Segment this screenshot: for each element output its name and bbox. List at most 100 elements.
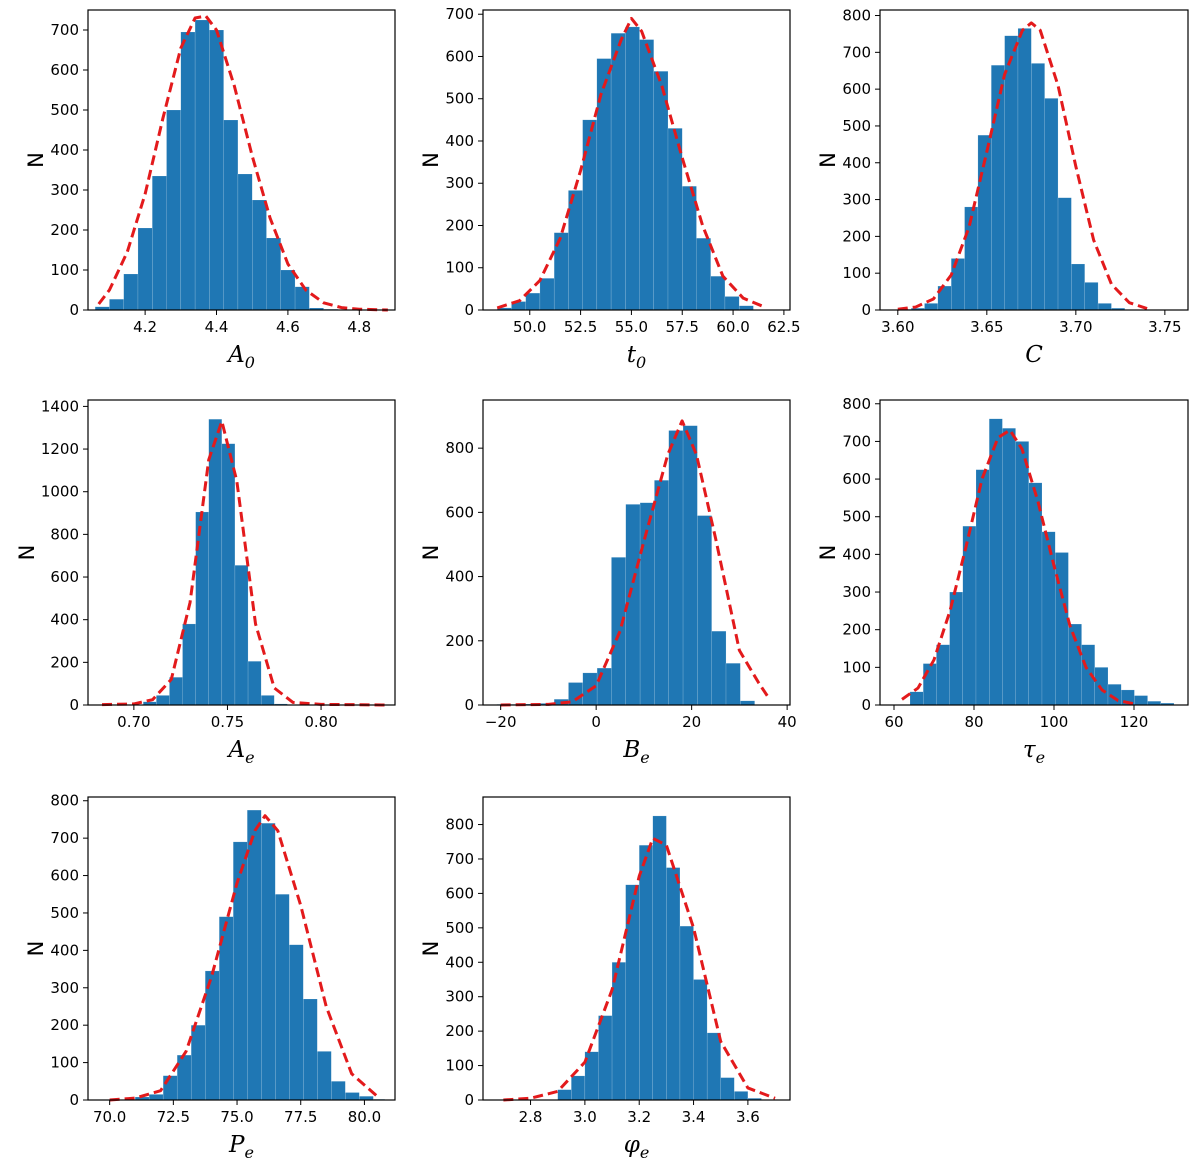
x-axis-label-symbol: A bbox=[226, 342, 245, 368]
histogram-bar bbox=[166, 109, 182, 311]
y-tick-label: 100 bbox=[842, 264, 871, 282]
y-tick-label: 400 bbox=[50, 611, 79, 629]
y-tick-label: 800 bbox=[445, 439, 474, 457]
histogram-bar bbox=[989, 418, 1003, 706]
x-axis: 3.60 3.65 3.70 3.75 bbox=[881, 310, 1182, 336]
y-tick-label: 200 bbox=[445, 632, 474, 650]
histogram-bar bbox=[1028, 482, 1043, 706]
histogram-bar bbox=[568, 682, 583, 706]
y-tick-label: 400 bbox=[445, 953, 474, 971]
x-axis-label: Pe bbox=[228, 1132, 254, 1162]
axes-frame bbox=[482, 9, 791, 311]
histogram-bar bbox=[275, 894, 290, 1101]
histogram-bar bbox=[1041, 531, 1056, 706]
y-axis: 0 200 400 600 800 1000 1200 1400 bbox=[41, 397, 88, 714]
histogram-bar bbox=[252, 199, 267, 311]
histogram-bar bbox=[223, 119, 239, 311]
histogram-bar bbox=[152, 175, 167, 311]
histogram-bar bbox=[1004, 35, 1019, 311]
histogram-bar bbox=[109, 299, 124, 311]
x-axis-label-subscript: e bbox=[640, 748, 649, 767]
y-tick-label: 600 bbox=[50, 61, 79, 79]
histogram-bar bbox=[706, 1032, 721, 1101]
x-axis-label: Be bbox=[622, 737, 649, 767]
y-axis: 0 100 200 300 400 500 600 700 800 bbox=[445, 816, 483, 1109]
histogram-bar bbox=[303, 998, 318, 1101]
histogram-bar bbox=[280, 269, 296, 311]
y-tick-label: 500 bbox=[445, 919, 474, 937]
x-tick-label: 3.4 bbox=[682, 1108, 706, 1126]
histogram-bar bbox=[137, 227, 153, 311]
y-tick-label: 400 bbox=[50, 141, 79, 159]
y-axis: 0 100 200 300 400 500 600 700 bbox=[445, 5, 483, 319]
histogram-bars bbox=[496, 425, 755, 706]
x-tick-label: 72.5 bbox=[157, 1108, 190, 1126]
x-axis-label-subscript: e bbox=[245, 1143, 254, 1162]
x-axis-label-subscript: e bbox=[245, 748, 254, 767]
y-tick-label: 500 bbox=[445, 90, 474, 108]
histogram-bar bbox=[720, 1077, 735, 1101]
y-tick-label: 100 bbox=[50, 261, 79, 279]
y-tick-label: 700 bbox=[842, 43, 871, 61]
histogram-bar bbox=[679, 925, 694, 1101]
y-tick-label: 200 bbox=[842, 621, 871, 639]
x-axis: 4.2 4.4 4.6 4.8 bbox=[133, 310, 371, 336]
histogram-bar bbox=[266, 237, 281, 311]
y-tick-label: 700 bbox=[50, 829, 79, 847]
x-tick-label: 57.5 bbox=[666, 318, 699, 336]
histogram-bars bbox=[909, 418, 1175, 706]
x-axis-label-subscript: 0 bbox=[245, 353, 255, 372]
histogram-bars bbox=[134, 809, 385, 1101]
histogram-bar bbox=[123, 273, 139, 311]
histogram-bar bbox=[237, 173, 253, 311]
x-tick-label: 3.0 bbox=[573, 1108, 597, 1126]
x-axis-label: A0 bbox=[226, 342, 255, 372]
histogram-bar bbox=[654, 480, 669, 706]
histogram-bar bbox=[682, 425, 698, 706]
x-axis: 2.8 3.0 3.2 3.4 3.6 bbox=[519, 1100, 760, 1126]
y-axis-label: N bbox=[419, 941, 443, 957]
histogram-bars bbox=[143, 419, 288, 706]
panel-ae: 0.70 0.75 0.80 0 200 400 600 800 1000 1200 1400 N Ae bbox=[15, 397, 396, 767]
histogram-bar bbox=[525, 292, 541, 311]
x-tick-label: 3.60 bbox=[881, 318, 914, 336]
histogram-bar bbox=[289, 944, 304, 1101]
x-axis-label: τe bbox=[1023, 737, 1045, 767]
x-tick-label: 77.5 bbox=[284, 1108, 317, 1126]
x-tick-label: 50.0 bbox=[513, 318, 546, 336]
histogram-bar bbox=[667, 128, 683, 311]
x-tick-label: 4.4 bbox=[205, 318, 229, 336]
gaussian-fit-line bbox=[500, 419, 770, 707]
histogram-bar bbox=[596, 667, 612, 706]
histogram-bar bbox=[557, 1089, 572, 1101]
y-axis-label: N bbox=[24, 152, 48, 168]
histogram-bar bbox=[156, 695, 170, 706]
x-tick-label: 120 bbox=[1120, 713, 1149, 731]
y-tick-label: 300 bbox=[842, 191, 871, 209]
x-tick-label: 80.0 bbox=[348, 1108, 381, 1126]
x-tick-label: 80 bbox=[964, 713, 983, 731]
axes-frame bbox=[879, 399, 1189, 706]
x-tick-label: 2.8 bbox=[519, 1108, 543, 1126]
x-tick-label: 4.2 bbox=[133, 318, 157, 336]
x-tick-label: 100 bbox=[1040, 713, 1069, 731]
histogram-bar bbox=[740, 700, 755, 706]
histogram-bar bbox=[1134, 695, 1148, 706]
histogram-bar bbox=[582, 119, 598, 311]
y-tick-label: 300 bbox=[50, 979, 79, 997]
y-tick-label: 700 bbox=[445, 850, 474, 868]
y-tick-label: 0 bbox=[69, 1091, 79, 1109]
y-tick-label: 500 bbox=[842, 508, 871, 526]
y-tick-label: 500 bbox=[50, 101, 79, 119]
y-tick-label: 0 bbox=[464, 301, 474, 319]
histogram-bar bbox=[247, 661, 262, 706]
y-tick-label: 700 bbox=[842, 432, 871, 450]
histogram-bar bbox=[734, 1091, 749, 1101]
y-tick-label: 300 bbox=[445, 988, 474, 1006]
histogram-bar bbox=[180, 31, 196, 311]
y-tick-label: 300 bbox=[445, 174, 474, 192]
histogram-bar bbox=[936, 644, 950, 706]
histogram-bar bbox=[738, 305, 754, 311]
y-tick-label: 800 bbox=[842, 395, 871, 413]
